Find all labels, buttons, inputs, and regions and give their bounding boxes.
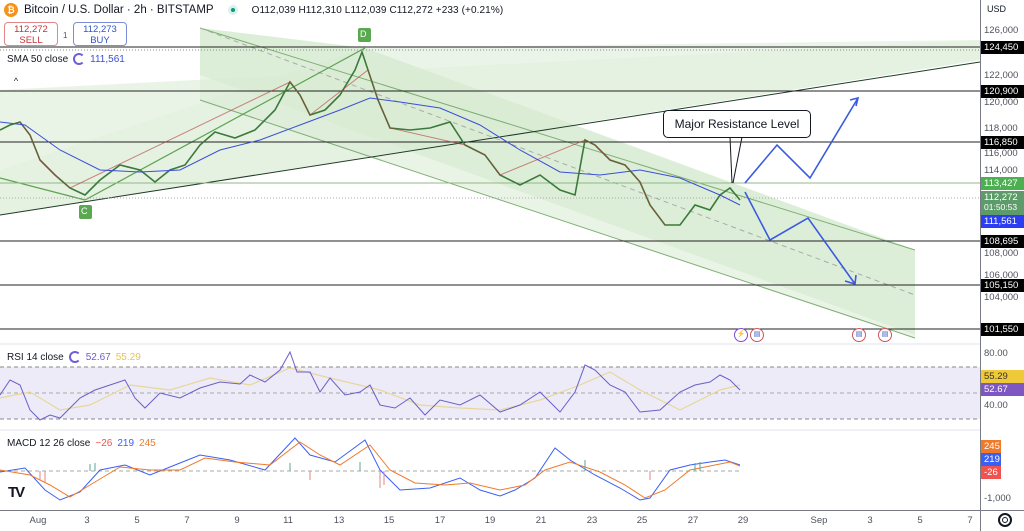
us-flag-event-icon[interactable]: ▤ bbox=[750, 328, 764, 342]
macd-tag: 219 bbox=[981, 453, 1001, 466]
symbol-title[interactable]: Bitcoin / U.S. Dollar · 2h · BITSTAMP bbox=[24, 4, 214, 16]
level-tag: 108,695 bbox=[981, 235, 1024, 248]
settings-gear-icon[interactable] bbox=[998, 513, 1012, 527]
point-d-label: D bbox=[360, 29, 367, 39]
sell-button[interactable]: 112,272 SELL bbox=[4, 22, 58, 46]
rsi-ma-tag: 55.29 bbox=[981, 370, 1024, 383]
collapse-legend-button[interactable]: ^ bbox=[6, 74, 26, 88]
level-tag: 116,850 bbox=[981, 136, 1024, 149]
level-tag: 101,550 bbox=[981, 323, 1024, 336]
us-flag-event-icon[interactable]: ▤ bbox=[852, 328, 866, 342]
us-flag-event-icon[interactable]: ▤ bbox=[878, 328, 892, 342]
buy-button[interactable]: 112,273 BUY bbox=[73, 22, 127, 46]
resistance-callout[interactable]: Major Resistance Level bbox=[663, 110, 811, 138]
loading-icon bbox=[68, 351, 81, 363]
level-tag: 120,900 bbox=[981, 85, 1024, 98]
loading-icon bbox=[73, 53, 86, 65]
macd-hist-tag: -26 bbox=[981, 466, 1001, 479]
chart-area[interactable]: ₿ Bitcoin / U.S. Dollar · 2h · BITSTAMP … bbox=[0, 0, 980, 510]
macd-legend[interactable]: MACD 12 26 close −26 219 245 bbox=[4, 437, 159, 450]
bitcoin-icon: ₿ bbox=[4, 3, 18, 17]
rsi-legend[interactable]: RSI 14 close 52.67 55.29 bbox=[4, 350, 144, 364]
ai-event-icon[interactable]: ⚡ bbox=[734, 328, 748, 342]
time-axis[interactable]: Aug 3 5 7 9 11 13 15 17 19 21 23 25 27 2… bbox=[0, 510, 1024, 531]
symbol-legend: ₿ Bitcoin / U.S. Dollar · 2h · BITSTAMP … bbox=[4, 3, 503, 17]
spread: 1 bbox=[63, 31, 68, 40]
last-price-tag: 112,272 01:50:53 bbox=[981, 191, 1024, 215]
market-open-icon bbox=[227, 5, 238, 15]
sma-legend[interactable]: SMA 50 close 111,561 bbox=[4, 52, 128, 66]
sma-tag: 111,561 bbox=[981, 215, 1024, 228]
ohlc-values: O112,039 H112,310 L112,039 C112,272 +233… bbox=[251, 4, 504, 16]
macd-signal-tag: 245 bbox=[981, 440, 1001, 453]
level-tag: 105,150 bbox=[981, 279, 1024, 292]
point-c-label: C bbox=[81, 206, 88, 216]
level-tag: 124,450 bbox=[981, 41, 1024, 54]
price-chart[interactable] bbox=[0, 0, 980, 510]
level-tag: 113,427 bbox=[981, 177, 1024, 190]
currency-selector[interactable]: USD bbox=[987, 4, 1007, 14]
price-axis[interactable]: USD 126,000 122,000 120,000 118,000 116,… bbox=[980, 0, 1024, 510]
tradingview-logo[interactable]: TV bbox=[8, 484, 25, 501]
rsi-tag: 52.67 bbox=[981, 383, 1024, 396]
